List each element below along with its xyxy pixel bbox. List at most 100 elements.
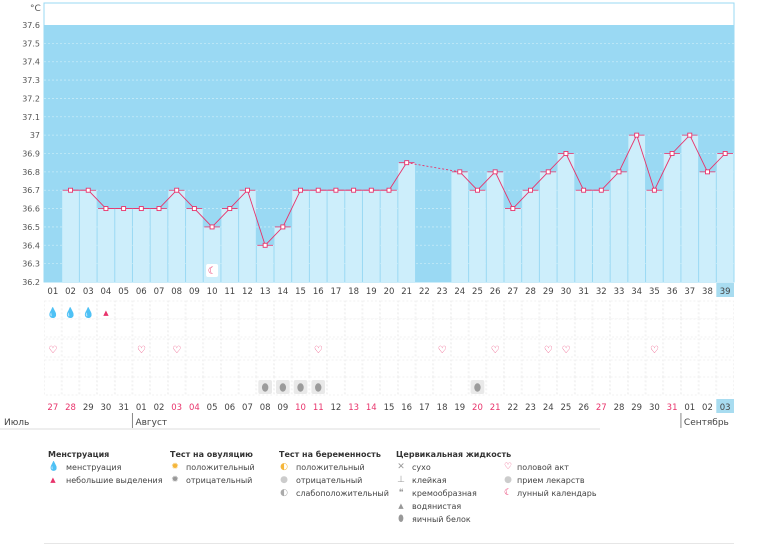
spotting-icon: ▲: [103, 309, 109, 317]
event-grid-cell: [610, 318, 628, 338]
temperature-bar: [115, 208, 132, 282]
temperature-bar: [380, 190, 398, 282]
temperature-point: [138, 206, 144, 212]
event-grid-cell: [574, 376, 593, 396]
event-grid-cell: [274, 338, 292, 358]
ovulation-negative-icon: ✹: [171, 475, 179, 485]
dry-icon: ✕: [397, 462, 405, 472]
ovulation-positive-icon: ✹: [171, 462, 179, 472]
event-grid-cell: [97, 318, 115, 338]
legend-spotting: небольшие выделения: [66, 476, 163, 485]
event-grid-cell: [344, 318, 363, 338]
temperature-bar: [221, 208, 239, 282]
event-grid-cell: [291, 338, 310, 358]
event-grid-cell: [451, 318, 469, 338]
event-grid-cell: [150, 338, 168, 358]
cycle-day-label: 34: [631, 287, 642, 297]
cycle-day-label: 02: [65, 287, 76, 297]
event-grid-cell: [716, 359, 734, 379]
creamy-icon: ❝: [398, 488, 404, 498]
event-grid-cell: [44, 318, 62, 338]
temperature-line-segment: [565, 153, 585, 191]
legend-lunar: лунный календарь: [517, 489, 597, 498]
event-grid-cell: [716, 338, 734, 358]
event-grid-cell: [468, 359, 487, 379]
date-label: 26: [578, 403, 589, 413]
event-grid-cell: [238, 338, 257, 358]
event-grid-cell: [362, 300, 381, 320]
event-grid-cell: [397, 318, 416, 338]
temperature-line-segment: [600, 171, 620, 191]
temperature-bar: [592, 190, 610, 282]
temperature-point: [545, 169, 551, 175]
event-grid-cell: [433, 300, 451, 320]
temperature-line-segment: [477, 171, 496, 191]
legend-watery: водянистая: [412, 502, 462, 511]
cycle-day-label: 20: [384, 287, 395, 297]
event-grid-cell: [592, 376, 611, 396]
event-grid-cell: [433, 318, 451, 338]
temperature-bar: [486, 171, 504, 282]
temperature-point: [581, 187, 587, 193]
event-grid-cell: [397, 376, 416, 396]
y-tick-label: 37.2: [22, 94, 40, 103]
temperature-line-segment: [282, 190, 301, 228]
date-label: 25: [561, 403, 572, 413]
event-grid-cell: [61, 318, 80, 338]
event-grid-cell: [574, 300, 593, 320]
event-grid-cell: [451, 359, 469, 379]
y-tick-label: 37: [30, 131, 40, 140]
temperature-bar: [362, 190, 380, 282]
temperature-line-segment: [653, 153, 673, 191]
event-grid-cell: [256, 300, 274, 320]
date-label: 08: [260, 403, 271, 413]
event-grid-cell: [238, 318, 257, 338]
event-grid-cell: [150, 376, 168, 396]
event-grid-cell: [557, 376, 575, 396]
temperature-bar: [345, 190, 362, 282]
cycle-day-label: 09: [189, 287, 200, 297]
date-label: 24: [543, 403, 554, 413]
date-label: 12: [331, 403, 342, 413]
temperature-point: [103, 206, 109, 212]
event-grid-cell: [574, 338, 593, 358]
temperature-point: [616, 169, 622, 175]
cycle-day-label: 05: [118, 287, 129, 297]
cycle-day-label: 36: [667, 287, 678, 297]
event-grid-cell: [539, 300, 557, 320]
event-grid-cell: [132, 318, 151, 338]
date-label: 21: [490, 403, 501, 413]
cycle-day-label: 15: [295, 287, 306, 297]
event-grid-cell: [44, 338, 62, 358]
event-grid-cell: [681, 376, 699, 396]
temperature-line-segment: [158, 189, 178, 209]
event-grid-cell: [327, 300, 345, 320]
temperature-point: [68, 187, 73, 193]
event-grid-cell: [415, 318, 434, 338]
medicine-icon: ●: [504, 475, 512, 485]
event-grid-cell: [380, 338, 398, 358]
event-grid-cell: [504, 338, 522, 358]
event-grid-cell: [521, 376, 540, 396]
event-grid-cell: [167, 300, 186, 320]
pregnancy-positive-icon: ◐: [280, 462, 288, 472]
event-grid-cell: [344, 359, 363, 379]
event-grid-cell: [203, 300, 221, 320]
event-grid-cell: [380, 300, 398, 320]
menstruation-icon: 💧: [64, 306, 76, 319]
event-grid-cell: [627, 359, 646, 379]
egg-white-icon: [279, 383, 287, 392]
cycle-day-label: 37: [684, 287, 695, 297]
cycle-day-label: 14: [277, 287, 288, 297]
event-grid-cell: [380, 376, 398, 396]
event-grid-cell: [61, 338, 80, 358]
event-grid-cell: [539, 338, 557, 358]
event-grid-cell: [645, 338, 664, 358]
event-grid-cell: [468, 300, 487, 320]
event-grid-cell: [309, 338, 327, 358]
event-grid-cell: [185, 359, 204, 379]
event-grid-cell: [256, 359, 274, 379]
temperature-bar: [557, 153, 575, 282]
heart-icon: ♡: [172, 345, 181, 356]
temperature-point: [368, 187, 374, 193]
